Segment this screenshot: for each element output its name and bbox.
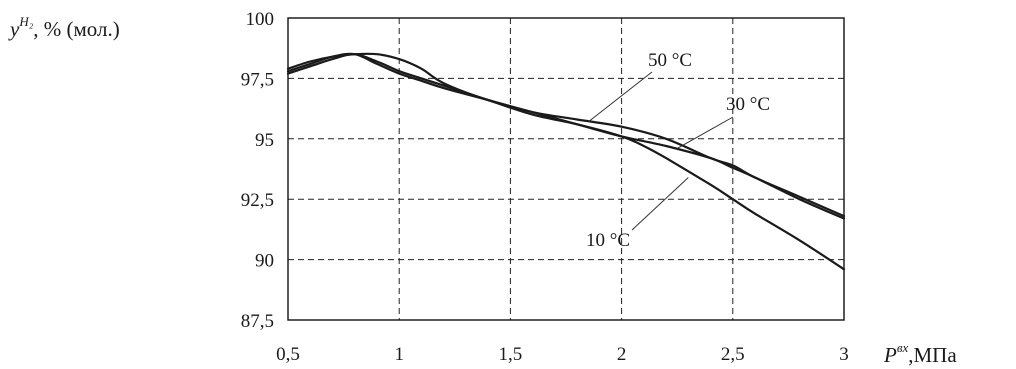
y-tick-label: 92,5 [241,190,274,211]
x-axis-suffix: ,МПа [908,343,957,367]
y-tick-label: 100 [246,9,275,30]
y-axis-suffix: , % (мол.) [33,17,119,41]
x-tick-label: 1,5 [499,344,523,365]
x-axis-symbol: P [883,343,897,367]
annotation-leader-line [631,177,689,231]
y-tick-label: 95 [255,130,274,151]
series-label-50c: 50 °C [648,50,692,71]
x-axis-superscript: вх [897,340,909,355]
y-tick-label: 90 [255,251,274,272]
grid [288,18,844,320]
y-axis-superscript: H₂ [18,14,33,29]
x-tick-label: 0,5 [276,344,300,365]
y-axis-symbol: y [8,17,20,41]
x-tick-label: 1 [394,344,404,365]
series-label-10c: 10 °C [586,230,630,251]
annotation-leader-line [587,71,653,123]
series-line-10c [286,53,846,271]
y-tick-label: 97,5 [241,69,274,90]
x-tick-label: 3 [839,344,849,365]
annotation-leader-line [676,116,734,149]
y-axis-label: yH₂, % (мол.) [8,14,120,41]
y-tick-label: 87,5 [241,311,274,332]
x-tick-labels: 0,5 1 1,5 2 2,5 3 [276,344,849,365]
series-group [286,52,846,271]
x-tick-label: 2 [617,344,627,365]
y-tick-labels: 87,5 90 92,5 95 97,5 100 [241,9,274,332]
annotation-leaders [587,71,734,231]
plot-frame [287,17,845,321]
series-label-30c: 30 °C [726,94,770,115]
x-tick-label: 2,5 [721,344,745,365]
x-axis-label: Pвх,МПа [883,340,957,367]
